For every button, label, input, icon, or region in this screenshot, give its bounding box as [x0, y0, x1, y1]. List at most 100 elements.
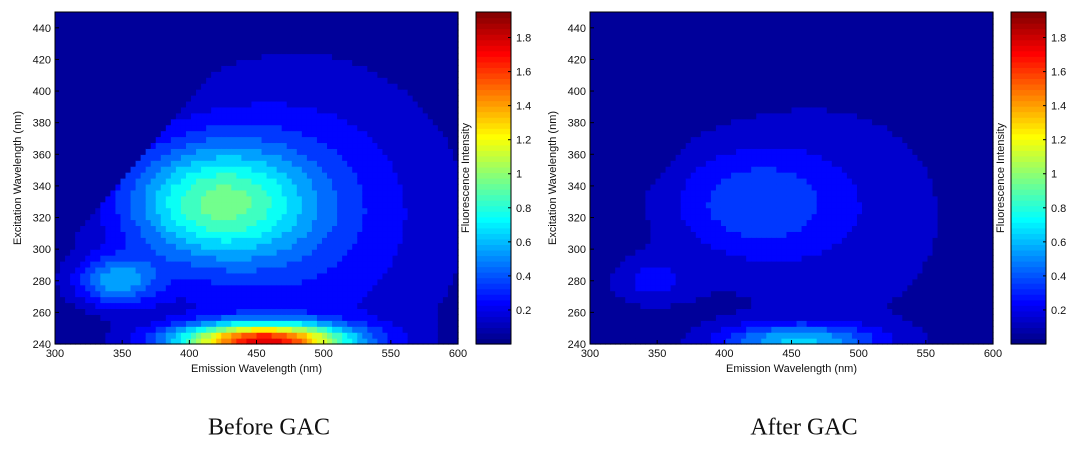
- heatmap-cell: [145, 112, 152, 120]
- heatmap-cell: [387, 189, 394, 197]
- heatmap-cell: [70, 89, 76, 96]
- heatmap-cell: [55, 95, 61, 102]
- heatmap-cell: [196, 89, 202, 96]
- heatmap-cell: [452, 231, 459, 238]
- heatmap-cell: [362, 124, 368, 132]
- heatmap-cell: [90, 195, 96, 203]
- heatmap-cell: [367, 112, 373, 120]
- heatmap-cell: [271, 12, 278, 19]
- heatmap-cell: [145, 178, 152, 185]
- heatmap-cell: [276, 308, 283, 315]
- heatmap-cell: [216, 207, 222, 215]
- heatmap-cell: [271, 160, 278, 167]
- heatmap-cell: [605, 302, 611, 310]
- heatmap-cell: [150, 314, 157, 321]
- heatmap-cell: [332, 338, 338, 345]
- heatmap-cell: [175, 83, 182, 90]
- heatmap-cell: [332, 41, 338, 49]
- heatmap-cell: [55, 272, 61, 280]
- heatmap-cell: [332, 231, 338, 238]
- heatmap-cell: [256, 261, 263, 268]
- heatmap-cell: [311, 136, 318, 144]
- heatmap-cell: [332, 302, 338, 310]
- heatmap-cell: [90, 178, 96, 185]
- heatmap-cell: [286, 272, 293, 280]
- heatmap-cell: [211, 195, 217, 203]
- heatmap-cell: [281, 41, 288, 49]
- heatmap-cell: [296, 338, 303, 345]
- heatmap-cell: [281, 29, 288, 37]
- heatmap-cell: [130, 95, 137, 102]
- heatmap-cell: [251, 338, 258, 345]
- heatmap-cell: [100, 266, 106, 274]
- heatmap-cell: [65, 106, 71, 114]
- heatmap-cell: [271, 172, 278, 179]
- heatmap-cell: [165, 53, 172, 61]
- heatmap-cell: [216, 12, 222, 19]
- heatmap-cell: [367, 320, 373, 327]
- heatmap-cell: [165, 320, 172, 327]
- heatmap-cell: [95, 23, 101, 31]
- heatmap-cell: [357, 249, 363, 256]
- heatmap-cell: [175, 112, 182, 120]
- heatmap-cell: [407, 195, 414, 203]
- heatmap-cell: [231, 41, 237, 49]
- heatmap-cell: [160, 89, 167, 96]
- heatmap-cell: [256, 272, 263, 280]
- heatmap-cell: [281, 35, 288, 43]
- heatmap-cell: [110, 326, 117, 333]
- heatmap-cell: [387, 23, 394, 31]
- heatmap-cell: [422, 308, 429, 315]
- heatmap-cell: [191, 213, 197, 221]
- heatmap-cell: [291, 130, 298, 138]
- heatmap-cell: [620, 296, 626, 304]
- heatmap-cell: [347, 41, 353, 49]
- x-tick-label: 550: [382, 348, 400, 360]
- heatmap-cell: [407, 219, 414, 227]
- heatmap-cell: [90, 320, 96, 327]
- heatmap-cell: [447, 89, 454, 96]
- heatmap-cell: [301, 308, 308, 315]
- heatmap-cell: [276, 326, 283, 333]
- heatmap-cell: [206, 106, 212, 114]
- heatmap-cell: [231, 12, 237, 19]
- heatmap-cell: [286, 308, 293, 315]
- heatmap-cell: [316, 17, 323, 25]
- heatmap-cell: [236, 124, 242, 132]
- heatmap-cell: [115, 118, 122, 126]
- heatmap-cell: [100, 314, 106, 321]
- heatmap-cell: [85, 130, 91, 138]
- heatmap-cell: [422, 290, 429, 298]
- heatmap-cell: [615, 160, 621, 167]
- heatmap-cell: [115, 136, 122, 144]
- heatmap-cell: [85, 207, 91, 215]
- heatmap-cell: [261, 272, 268, 280]
- heatmap-cell: [437, 71, 444, 78]
- heatmap-cell: [206, 302, 212, 310]
- heatmap-cell: [327, 272, 333, 280]
- heatmap-cell: [357, 207, 363, 215]
- heatmap-cell: [377, 59, 384, 66]
- heatmap-cell: [165, 296, 172, 304]
- heatmap-cell: [135, 17, 142, 25]
- heatmap-cell: [241, 154, 248, 161]
- heatmap-cell: [432, 35, 439, 43]
- heatmap-cell: [352, 12, 358, 19]
- heatmap-cell: [90, 47, 96, 55]
- heatmap-cell: [362, 183, 368, 191]
- heatmap-cell: [327, 65, 333, 72]
- heatmap-cell: [135, 261, 142, 268]
- heatmap-cell: [362, 314, 368, 321]
- heatmap-cell: [256, 266, 263, 274]
- heatmap-cell: [85, 314, 91, 321]
- heatmap-cell: [316, 201, 323, 209]
- heatmap-cell: [412, 53, 419, 61]
- heatmap-cell: [256, 255, 263, 262]
- heatmap-cell: [286, 183, 293, 191]
- heatmap-cell: [155, 35, 162, 43]
- heatmap-cell: [281, 213, 288, 221]
- heatmap-cell: [251, 201, 258, 209]
- heatmap-cell: [266, 89, 273, 96]
- heatmap-cell: [115, 106, 122, 114]
- heatmap-cell: [281, 160, 288, 167]
